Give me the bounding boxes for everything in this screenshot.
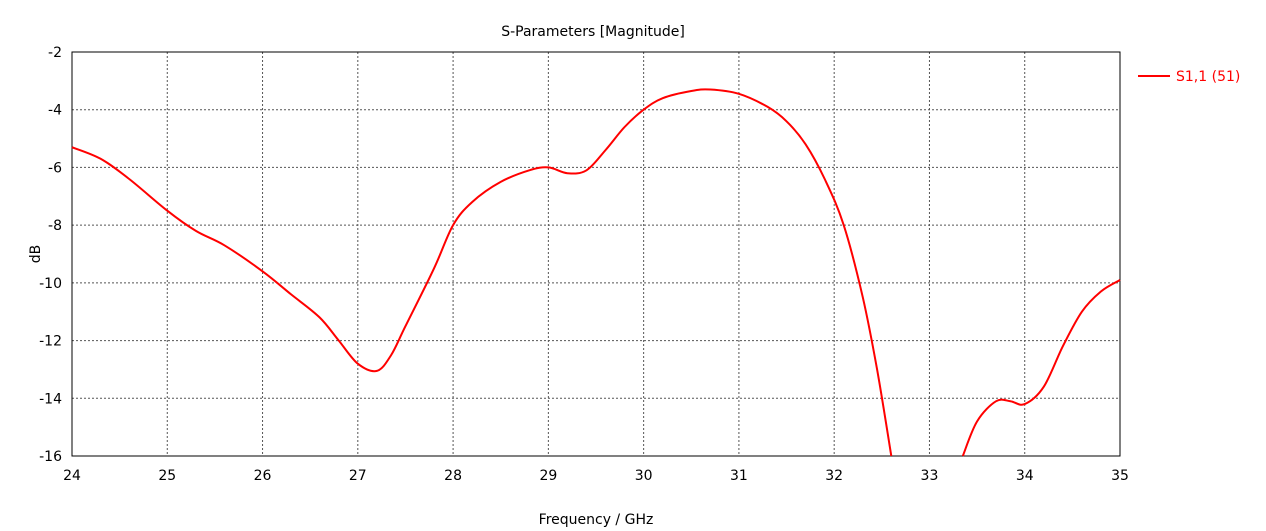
y-tick-label: -12 (39, 334, 62, 350)
legend: S1,1 (51) (1138, 69, 1240, 85)
y-tick-label: -16 (39, 449, 62, 465)
y-tick-label: -2 (48, 45, 62, 61)
x-tick-label: 24 (63, 468, 81, 484)
x-axis-ticks: 24 25 26 27 28 29 30 31 32 33 34 35 (63, 468, 1129, 484)
y-tick-label: -6 (48, 160, 62, 176)
x-tick-label: 34 (1016, 468, 1034, 484)
legend-label: S1,1 (51) (1176, 69, 1240, 85)
y-tick-label: -4 (48, 103, 62, 119)
chart-title: S-Parameters [Magnitude] (501, 24, 685, 40)
y-tick-label: -14 (39, 391, 62, 407)
y-axis-title: dB (28, 245, 44, 264)
x-tick-label: 33 (921, 468, 939, 484)
x-tick-label: 30 (635, 468, 653, 484)
grid (72, 52, 1120, 456)
x-tick-label: 25 (158, 468, 176, 484)
plot-area-border (71, 51, 1121, 457)
x-tick-label: 32 (825, 468, 843, 484)
series-line-s11 (71, 88, 893, 457)
x-tick-label: 26 (254, 468, 272, 484)
series-line-s11 (961, 279, 1121, 457)
x-axis-title: Frequency / GHz (539, 512, 654, 528)
y-axis-ticks: -2 -4 -6 -8 -10 -12 -14 -16 (39, 45, 62, 465)
x-tick-label: 27 (349, 468, 367, 484)
y-tick-label: -10 (39, 276, 62, 292)
series-layer (71, 88, 1121, 457)
x-tick-label: 29 (539, 468, 557, 484)
y-tick-label: -8 (48, 218, 62, 234)
x-tick-label: 28 (444, 468, 462, 484)
x-tick-label: 35 (1111, 468, 1129, 484)
x-tick-label: 31 (730, 468, 748, 484)
